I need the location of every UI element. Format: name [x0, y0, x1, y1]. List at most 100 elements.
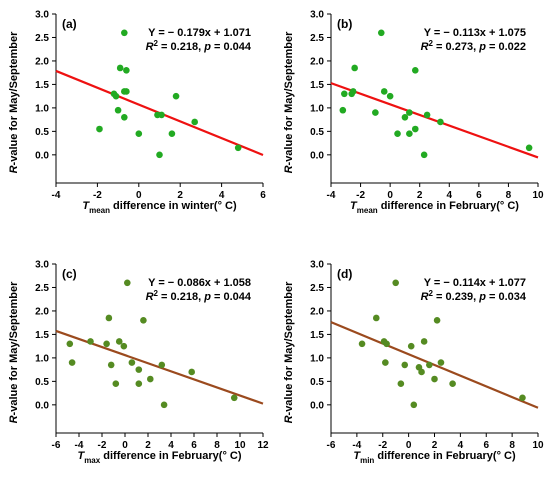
x-tick-label: 0: [387, 190, 393, 201]
chart-panel-b: 0.0 0.5 1.0 1.5 2.0 2.5 3.0 -4 -2 0 2 4 6 8 10 (b) Y = −…: [283, 10, 544, 216]
y-tick-label: 2.0: [310, 56, 324, 67]
data-point: [158, 111, 165, 119]
data-point: [120, 342, 128, 350]
regression-stats: R2 = 0.218, p = 0.044: [146, 39, 252, 53]
data-point: [377, 29, 385, 37]
y-tick-label: 0.0: [35, 150, 49, 161]
y-tick-label: 1.0: [310, 353, 324, 364]
data-point: [380, 88, 388, 95]
x-tick-label: 2: [145, 440, 151, 451]
data-point: [123, 67, 130, 74]
y-tick-label: 0.0: [310, 400, 324, 411]
y-tick-label: 0.0: [310, 150, 324, 161]
regression-line: [330, 82, 539, 159]
data-point: [411, 125, 419, 133]
regression-equation: Y = − 0.114x + 1.077: [424, 277, 526, 289]
y-tick-label: 2.0: [310, 306, 324, 317]
x-axis-title: Tmean difference in February(° C): [350, 200, 519, 215]
regression-stats: R2 = 0.273, p = 0.022: [421, 39, 526, 53]
panel-label: (a): [62, 17, 77, 31]
y-tick-label: 3.0: [35, 260, 49, 271]
x-tick-label: -6: [52, 440, 61, 451]
y-tick-label: 3.0: [35, 10, 49, 21]
x-axis-title: Tmax difference in February(° C): [77, 450, 241, 465]
data-point: [96, 125, 103, 133]
y-axis-title: R-value for May/September: [283, 31, 295, 174]
data-point: [168, 130, 176, 138]
data-point: [188, 368, 195, 376]
x-tick-label: 10: [532, 190, 544, 201]
data-point: [121, 113, 128, 121]
regression-line: [330, 321, 539, 409]
data-point: [124, 279, 131, 287]
data-point: [426, 361, 433, 369]
data-point: [525, 144, 533, 152]
data-point: [339, 106, 347, 114]
data-point: [158, 361, 166, 369]
panel-label: (d): [337, 267, 352, 281]
data-point: [140, 317, 147, 324]
data-point: [437, 118, 444, 126]
data-point: [437, 359, 445, 366]
chart-panel-d: 0.0 0.5 1.0 1.5 2.0 2.5 3.0 -6 -4 -2 0 2 4 6 8 10 (d) Y =…: [283, 260, 544, 466]
y-tick-label: 2.0: [35, 56, 49, 67]
x-tick-label: 2: [432, 440, 438, 451]
data-point: [351, 64, 358, 72]
data-point: [382, 359, 389, 366]
data-point: [123, 88, 130, 95]
data-point: [107, 361, 115, 369]
x-tick-label: 6: [476, 190, 482, 201]
regression-equation: Y = − 0.086x + 1.058: [148, 277, 251, 289]
y-tick-label: 0.0: [35, 400, 49, 411]
data-point: [358, 340, 366, 348]
data-point: [121, 29, 128, 37]
panel-label: (b): [337, 17, 352, 31]
y-tick-label: 2.5: [35, 283, 49, 294]
x-tick-label: -4: [75, 440, 84, 451]
data-point: [410, 401, 418, 409]
data-point: [418, 368, 425, 376]
x-tick-label: 0: [406, 440, 412, 451]
data-point: [114, 106, 122, 114]
chart-panel-a: 0.0 0.5 1.0 1.5 2.0 2.5 3.0 -4 -2 0 2 4 6 (a) Y = − 0.…: [8, 10, 266, 216]
x-tick-label: 10: [234, 440, 246, 451]
x-tick-label: 2: [177, 190, 183, 201]
data-point: [135, 130, 143, 138]
x-axis-title: Tmean difference in winter(° C): [82, 200, 237, 215]
regression-equation: Y = − 0.113x + 1.075: [424, 27, 526, 39]
x-tick-label: -6: [327, 440, 336, 451]
x-tick-label: 12: [257, 440, 269, 451]
x-tick-label: 6: [191, 440, 197, 451]
x-tick-label: 6: [260, 190, 266, 201]
x-tick-label: 8: [506, 190, 512, 201]
y-tick-label: 0.5: [35, 377, 49, 388]
regression-stats: R2 = 0.218, p = 0.044: [146, 289, 252, 303]
x-tick-label: 10: [532, 440, 544, 451]
data-point: [87, 338, 94, 345]
y-tick-label: 1.5: [310, 330, 324, 341]
data-point: [230, 394, 238, 402]
data-point: [135, 380, 143, 388]
y-tick-label: 3.0: [310, 260, 324, 271]
data-point: [372, 109, 379, 116]
data-point: [420, 338, 428, 345]
x-tick-label: -4: [327, 190, 336, 201]
x-tick-label: 4: [168, 440, 174, 451]
data-point: [401, 113, 409, 121]
data-point: [103, 340, 110, 348]
y-tick-label: 1.5: [35, 80, 49, 91]
x-axis-title: Tmin difference in February(° C): [353, 450, 516, 465]
y-tick-label: 2.5: [310, 283, 324, 294]
data-point: [66, 340, 74, 348]
x-tick-label: 4: [219, 190, 225, 201]
data-point: [423, 111, 431, 119]
x-tick-label: 0: [136, 190, 142, 201]
x-tick-label: 0: [122, 440, 128, 451]
y-axis-title: R-value for May/September: [8, 31, 20, 174]
data-point: [449, 380, 456, 388]
data-point: [234, 144, 242, 152]
data-point: [68, 359, 76, 366]
data-point: [406, 109, 413, 116]
data-point: [386, 92, 394, 100]
y-axis-title: R-value for May/September: [283, 281, 295, 424]
